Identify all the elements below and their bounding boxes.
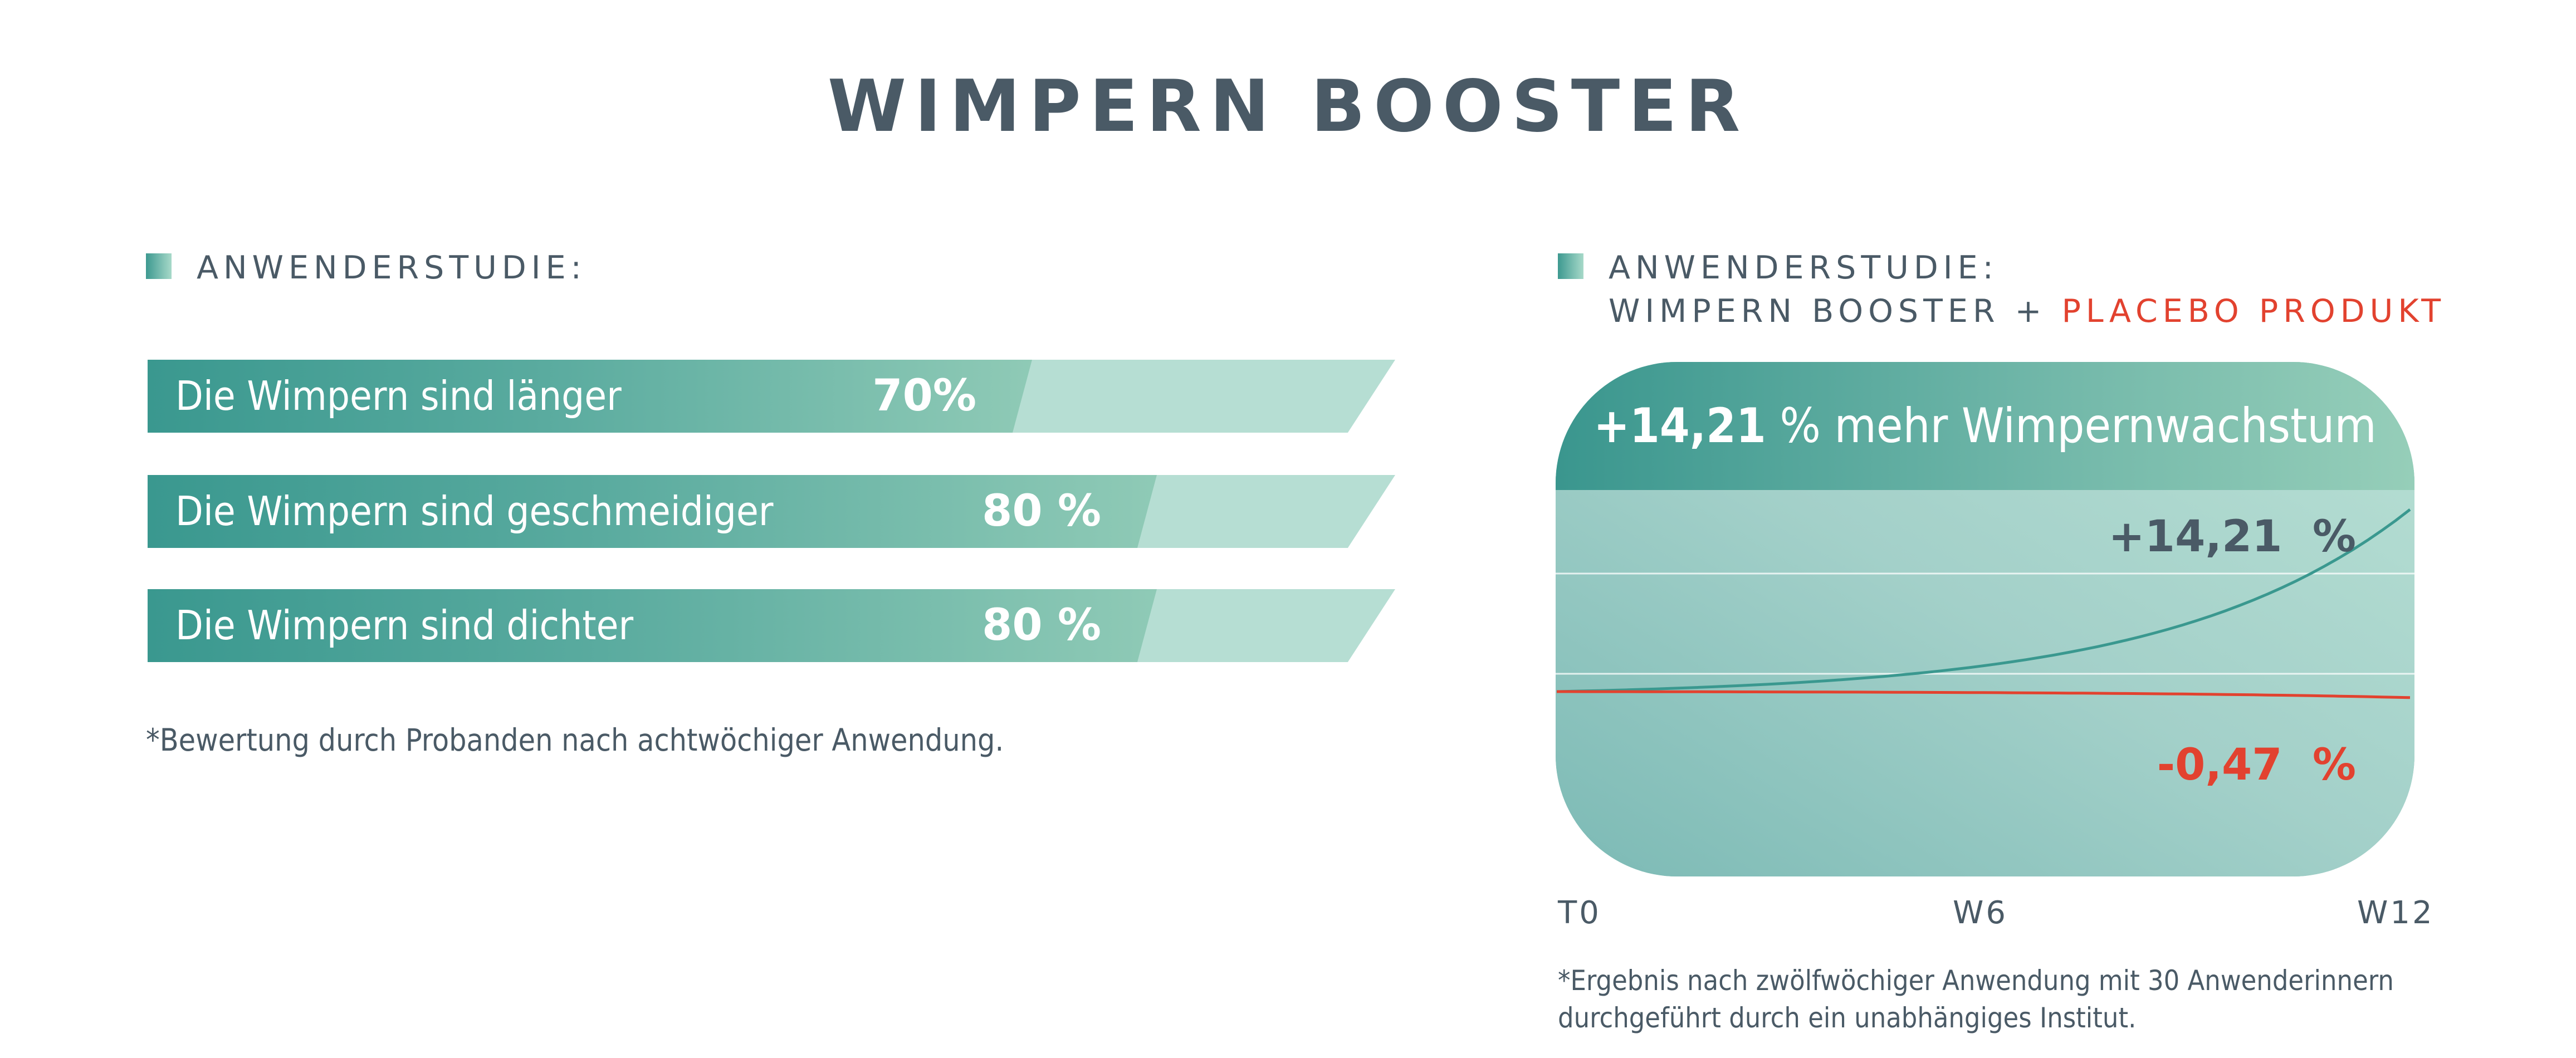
- right-section-heading-line2: WIMPERN BOOSTER + PLACEBO PRODUKT: [1609, 296, 2446, 327]
- bar-fill: [148, 589, 1157, 662]
- bar-row: Die Wimpern sind dichter 80 %: [148, 589, 1395, 662]
- headline-value: +14,21: [1593, 398, 1766, 454]
- left-footnote: *Bewertung durch Probanden nach achtwöch…: [146, 722, 1004, 758]
- booster-end-label: +14,21 %: [2108, 512, 2356, 562]
- chart-header-band: [1556, 362, 2414, 490]
- bar-track: [148, 589, 1395, 662]
- page-title: WIMPERN BOOSTER: [827, 65, 1749, 148]
- heading-prefix: WIMPERN BOOSTER +: [1609, 293, 2062, 330]
- x-tick-label: T0: [1558, 895, 1601, 931]
- bar-value-label: 80 %: [982, 600, 1101, 650]
- bar-track: [148, 475, 1395, 548]
- x-tick-label: W6: [1953, 895, 2008, 931]
- bar-category-label: Die Wimpern sind geschmeidiger: [175, 488, 774, 535]
- bar-category-label: Die Wimpern sind dichter: [175, 602, 634, 649]
- bar-row: Die Wimpern sind geschmeidiger 80 %: [148, 475, 1395, 548]
- bar-fill: [148, 360, 1032, 433]
- placebo-end-label: -0,47 %: [2157, 740, 2356, 790]
- right-footnote-line1: *Ergebnis nach zwölfwöchiger Anwendung m…: [1558, 964, 2394, 997]
- x-tick-label: W12: [2357, 895, 2435, 931]
- booster-series-line: [1556, 508, 2411, 693]
- growth-line-chart: [1556, 362, 2414, 876]
- bar-track: [148, 360, 1395, 433]
- section-marker-right: [1558, 253, 1583, 279]
- bar-row: Die Wimpern sind länger 70%: [148, 360, 1395, 433]
- right-footnote-line2: durchgeführt durch ein unabhängiges Inst…: [1558, 1002, 2137, 1034]
- bar-value-label: 80 %: [982, 486, 1101, 536]
- bar-fill: [148, 475, 1157, 548]
- left-section-heading: ANWENDERSTUDIE:: [197, 249, 586, 286]
- headline-text: % mehr Wimpernwachstum: [1766, 398, 2377, 454]
- chart-headline: +14,21 % mehr Wimpernwachstum: [1556, 362, 2414, 490]
- section-marker-left: [146, 253, 172, 279]
- right-section-heading-line1: ANWENDERSTUDIE:: [1609, 249, 1998, 286]
- placebo-label: PLACEBO PRODUKT: [2061, 293, 2446, 330]
- placebo-series-line: [1557, 690, 2411, 699]
- bar-category-label: Die Wimpern sind länger: [175, 373, 622, 419]
- bar-value-label: 70%: [872, 371, 976, 421]
